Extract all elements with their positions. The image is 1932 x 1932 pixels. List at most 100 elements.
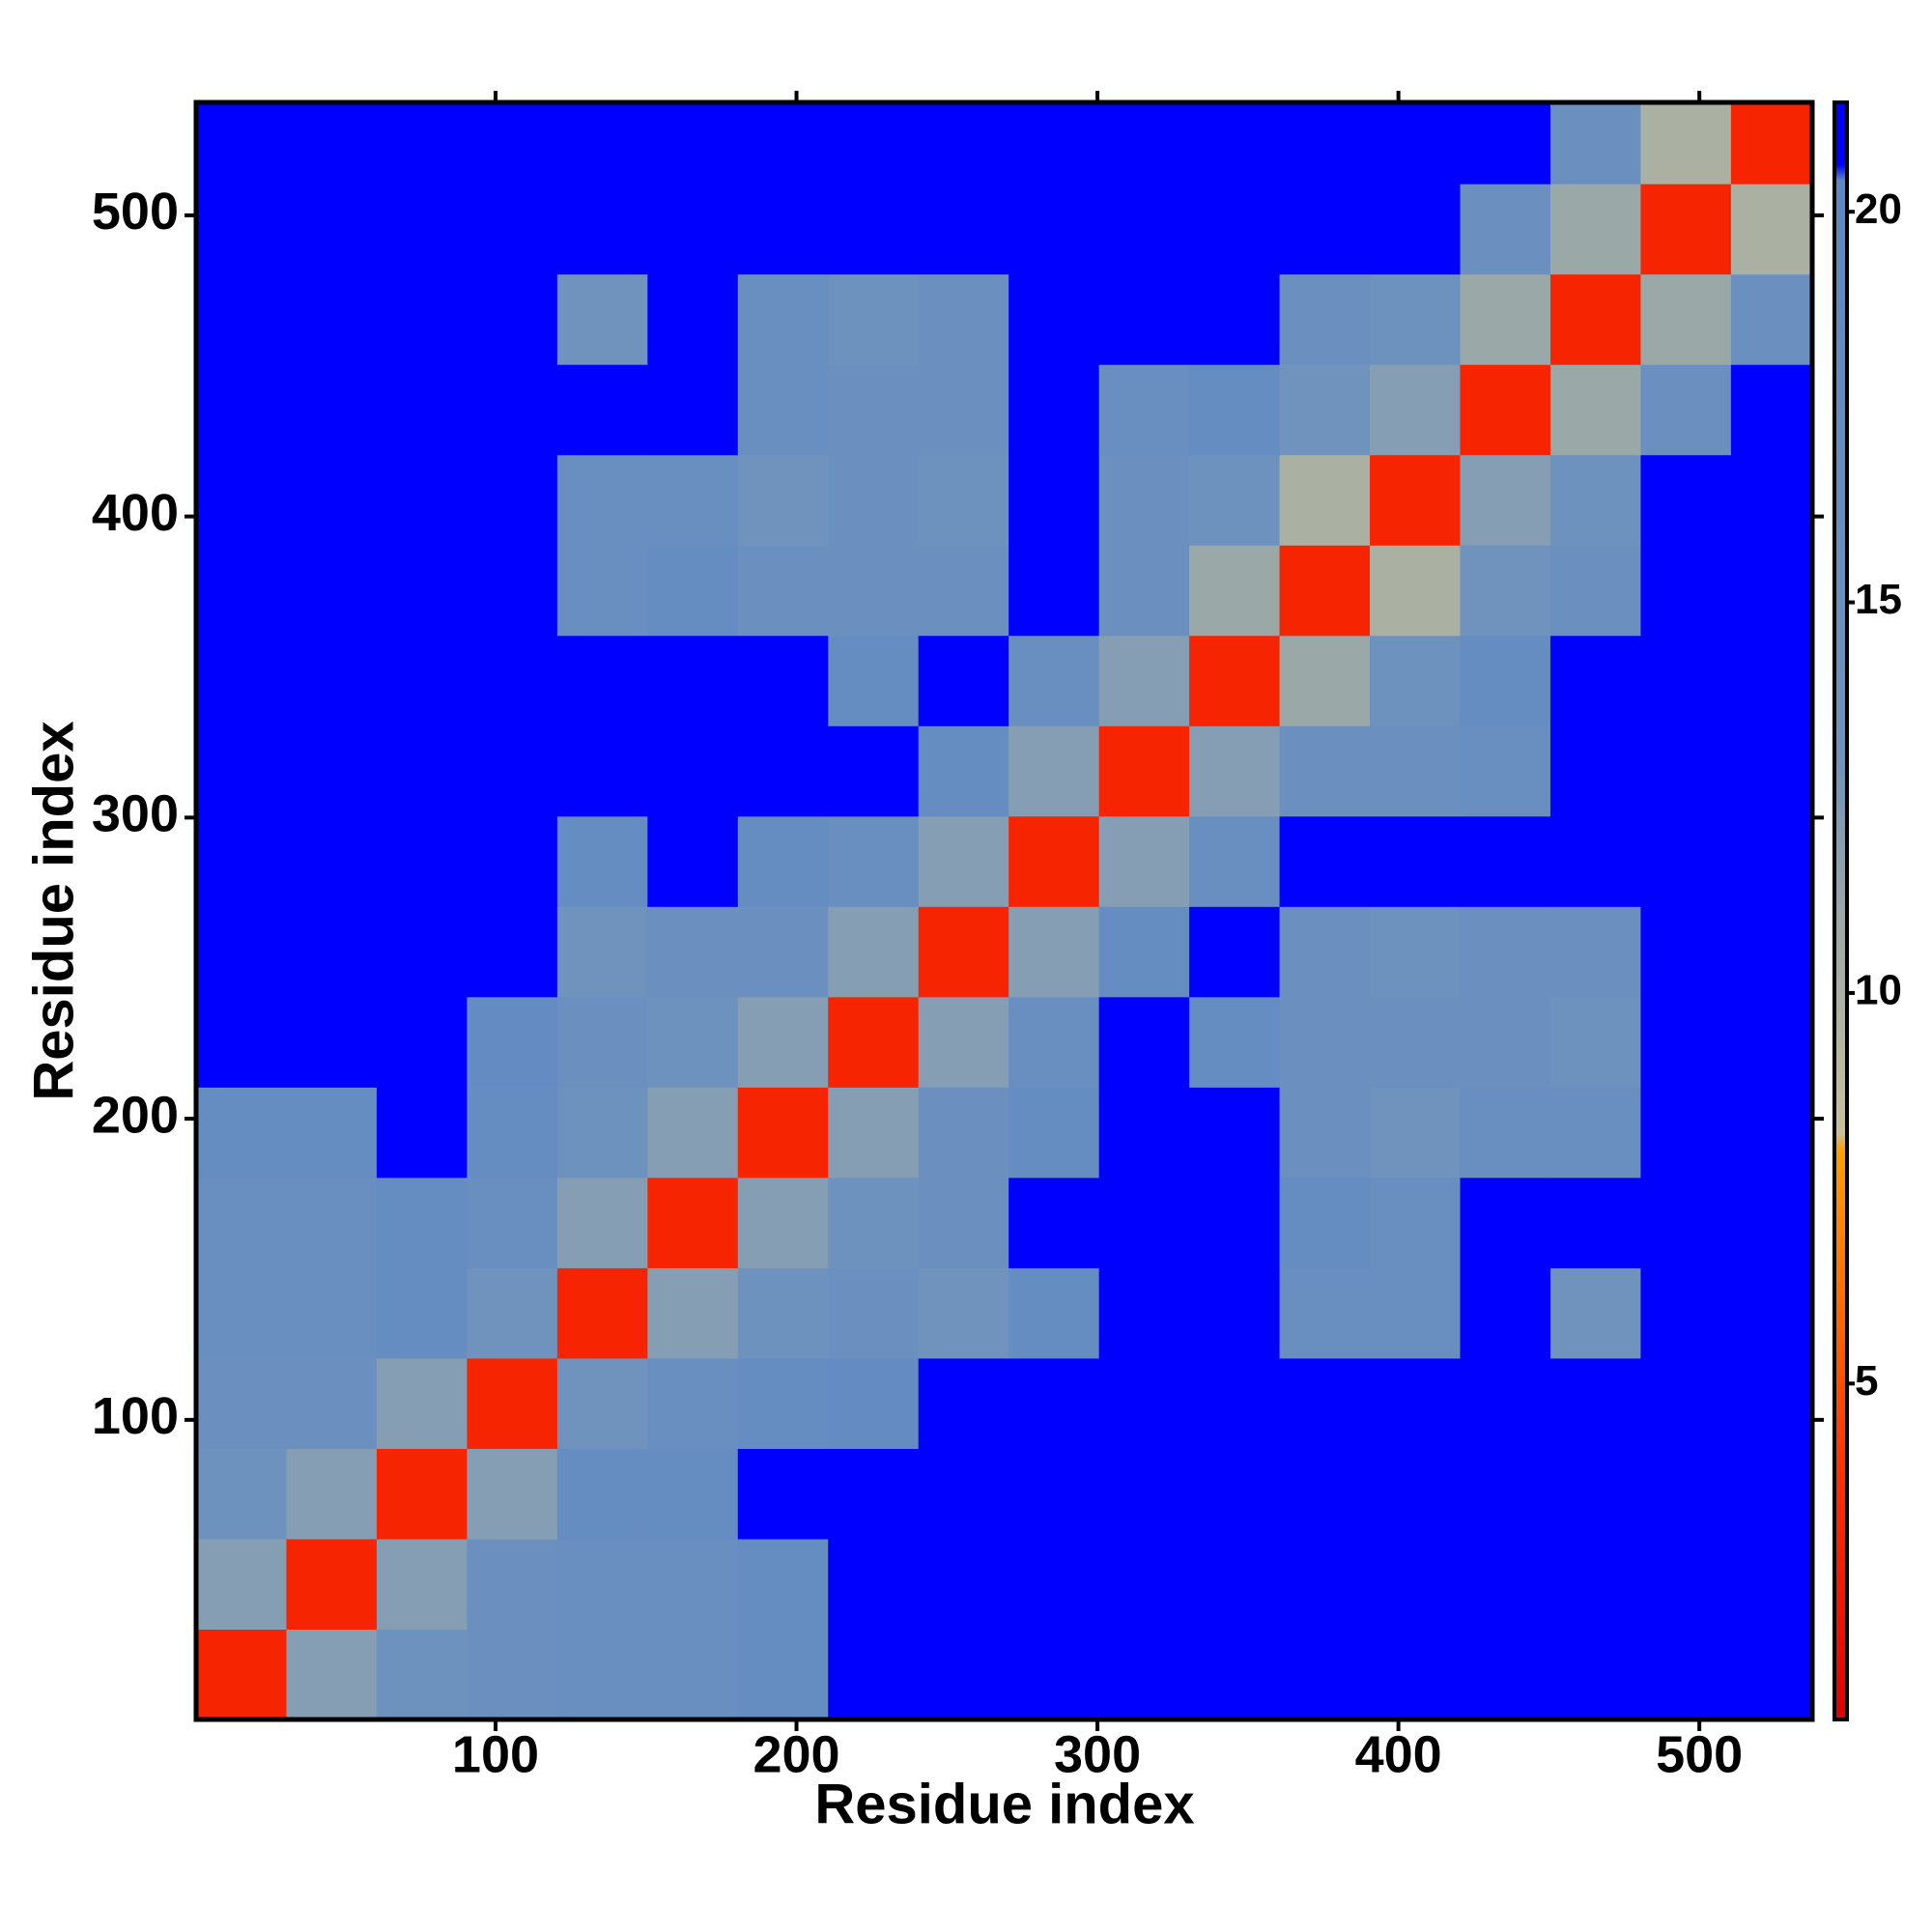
heatmap-cell [196,1538,287,1630]
heatmap-cell [556,1087,648,1179]
heatmap-cell [1549,1538,1641,1630]
heatmap-cell [1279,725,1371,817]
heatmap-cell [1640,1448,1732,1540]
heatmap-cell [737,184,829,275]
heatmap-cell [556,1448,648,1540]
heatmap-cell [467,1629,558,1720]
heatmap-cell [1640,454,1732,546]
heatmap-cell [1460,1357,1551,1449]
heatmap-cell [556,1177,648,1268]
heatmap-cell [556,273,648,365]
heatmap-cell [286,102,378,185]
heatmap-cell [1549,906,1641,998]
heatmap-cell [1640,906,1732,998]
heatmap-cell [286,635,378,726]
heatmap-cell [1549,545,1641,637]
heatmap-cell [1549,1177,1641,1268]
heatmap-cell [647,815,739,907]
heatmap-cell [196,635,287,726]
heatmap-cell [1640,184,1732,275]
heatmap-cell [1640,1267,1732,1359]
heatmap-cell [556,635,648,726]
heatmap-cell [196,996,287,1088]
heatmap-cell [376,273,468,365]
heatmap-cell [286,1177,378,1268]
heatmap-cell [1370,364,1461,456]
heatmap-cell [467,1267,558,1359]
heatmap-cell [647,454,739,546]
heatmap-cell [376,1448,468,1540]
heatmap-cell [828,635,920,726]
heatmap-cell [918,1177,1009,1268]
heatmap-cell [1370,545,1461,637]
heatmap-cell [1009,1629,1100,1720]
heatmap-cell [556,906,648,998]
heatmap-cell [737,1629,829,1720]
heatmap-cell [1189,1177,1281,1268]
heatmap-cell [1460,1629,1551,1720]
heatmap-cell [467,815,558,907]
heatmap-cell [828,454,920,546]
heatmap-cell [1098,273,1190,365]
heatmap-cell [1460,1448,1551,1540]
heatmap-cell [376,996,468,1088]
heatmap-cell [556,1538,648,1630]
heatmap-cell [737,545,829,637]
heatmap-cell [1098,1629,1190,1720]
heatmap-cell [1009,1087,1100,1179]
heatmap-cell [1460,815,1551,907]
heatmap-cell [1730,1087,1813,1179]
heatmap-cell [828,184,920,275]
heatmap-cell [1098,906,1190,998]
heatmap-cell [1460,1087,1551,1179]
heatmap-cell [918,906,1009,998]
heatmap-cell [918,1448,1009,1540]
heatmap-cell [1370,1087,1461,1179]
heatmap-cell [1189,906,1281,998]
heatmap-cell [1640,273,1732,365]
heatmap-cell [1279,1629,1371,1720]
heatmap-cell [1098,102,1190,185]
heatmap-cell [467,102,558,185]
heatmap-cell [828,725,920,817]
heatmap-cell [1189,273,1281,365]
heatmap-cell [196,364,287,456]
heatmap-cell [828,1629,920,1720]
heatmap-cell [918,1538,1009,1630]
heatmap-cell [1549,364,1641,456]
heatmap-cell [828,102,920,185]
heatmap-cell [828,273,920,365]
heatmap-cell [1098,364,1190,456]
heatmap-cell [376,364,468,456]
heatmap-cell [1370,1538,1461,1630]
heatmap-cell [737,635,829,726]
heatmap-cell [1009,815,1100,907]
heatmap-cell [467,1177,558,1268]
heatmap-cell [467,1357,558,1449]
heatmap-cell [1009,184,1100,275]
heatmap-cell [737,906,829,998]
heatmap-cell [467,906,558,998]
heatmap-cell [196,1448,287,1540]
heatmap-cell [556,545,648,637]
heatmap-cell [1189,184,1281,275]
heatmap-cell [196,184,287,275]
heatmap-cell [1640,1357,1732,1449]
heatmap-cell [828,545,920,637]
heatmap-cell [918,725,1009,817]
heatmap-cell [1640,725,1732,817]
heatmap-cell [286,1357,378,1449]
heatmap-cell [1279,1087,1371,1179]
heatmap-cell [1549,273,1641,365]
heatmap-cell [737,1357,829,1449]
heatmap-cell [1730,1177,1813,1268]
heatmap-cell [196,273,287,365]
heatmap-cell [376,102,468,185]
heatmap-cell [1549,725,1641,817]
heatmap-cell [1370,1177,1461,1268]
heatmap-cell [1009,996,1100,1088]
heatmap-cell [647,102,739,185]
heatmap-cell [1189,364,1281,456]
heatmap-cell [1549,102,1641,185]
heatmap-cell [1370,1448,1461,1540]
